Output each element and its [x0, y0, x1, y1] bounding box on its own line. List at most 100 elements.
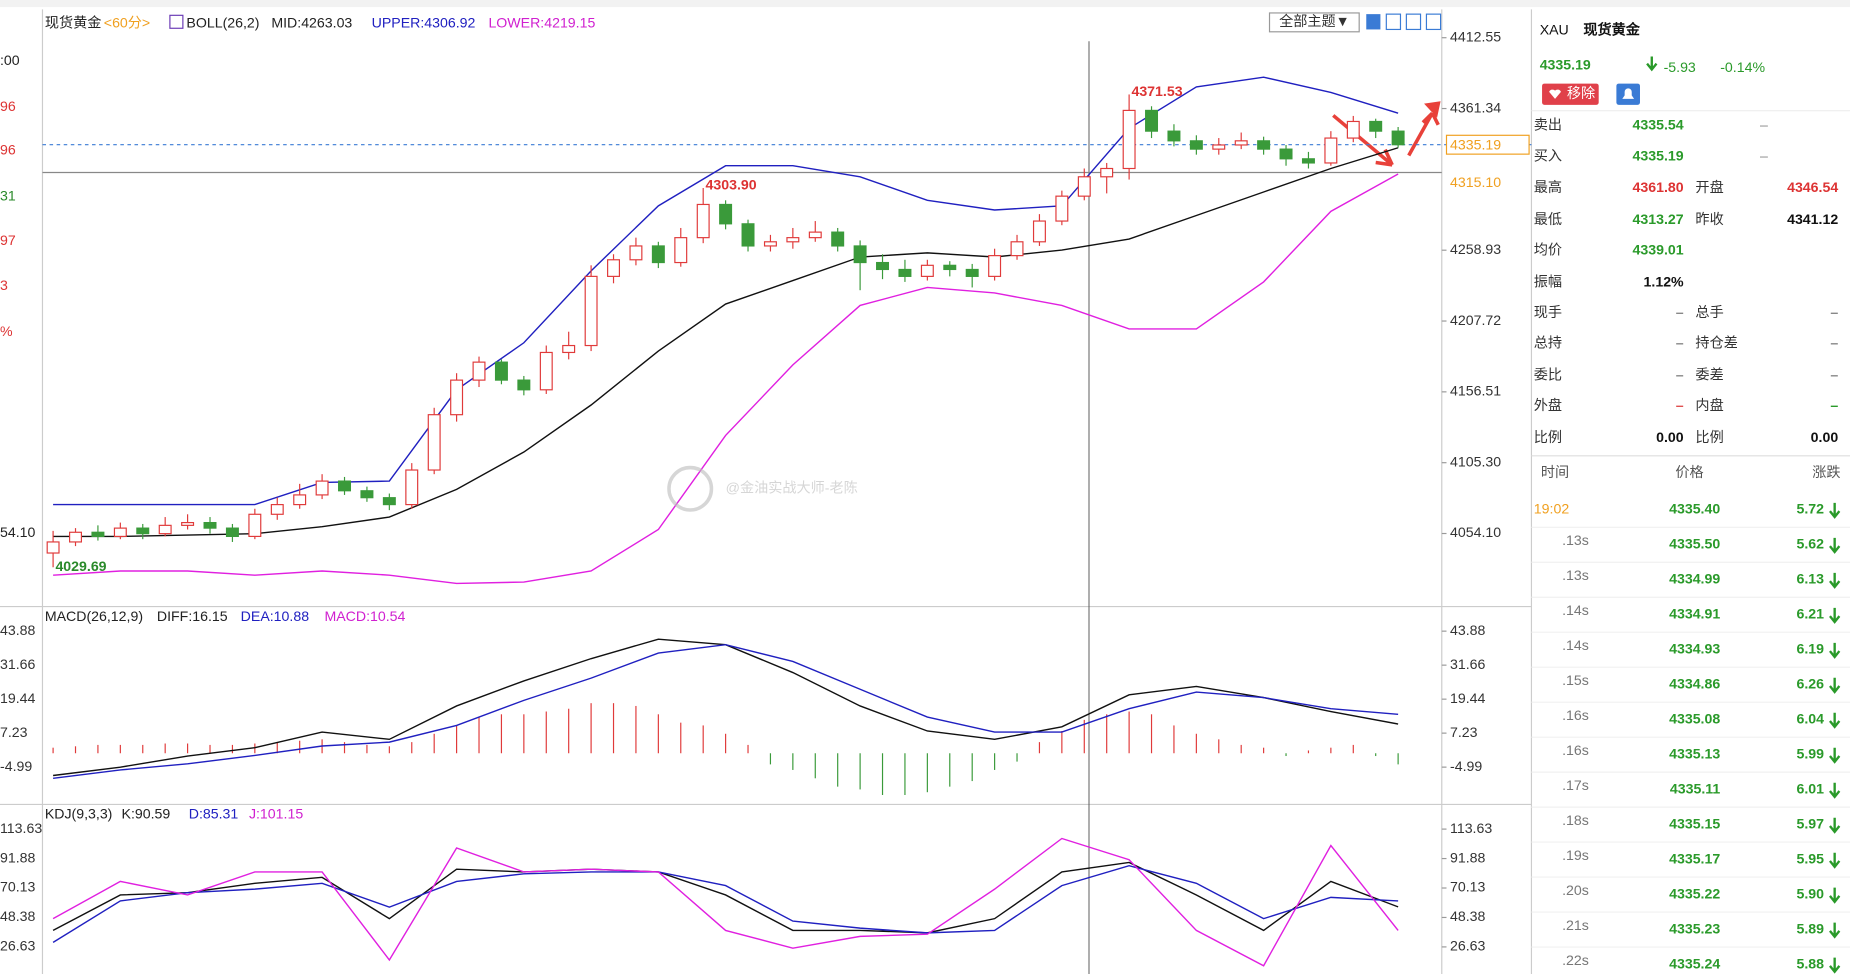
candle-body: [1234, 140, 1248, 146]
candle-body: [1055, 195, 1069, 222]
row-label: 买入: [1534, 147, 1562, 163]
edge-label: %: [0, 323, 13, 339]
top-toolbar: [0, 0, 1850, 8]
candle-body: [629, 245, 643, 261]
macd-dea: DEA:10.88: [241, 608, 310, 624]
row-value: –: [1676, 335, 1684, 351]
trade-price: 4334.93: [1669, 641, 1720, 657]
row-label: 比例: [1534, 429, 1562, 445]
icon[interactable]: [1425, 13, 1442, 31]
candle-body: [1122, 109, 1136, 170]
trade-time: .21s: [1562, 917, 1589, 933]
candle-body: [943, 264, 957, 271]
candle-body: [562, 344, 576, 354]
row-value: 4313.27: [1633, 211, 1684, 227]
row-label: 最高: [1534, 179, 1562, 195]
bell-icon: [1622, 88, 1635, 99]
quote-symbol: XAU: [1540, 21, 1569, 37]
boll-upper-line: [53, 76, 1399, 506]
trade-price: 4335.13: [1669, 746, 1720, 762]
trade-arrow: [1829, 642, 1841, 659]
trade-change: 5.89: [1797, 920, 1825, 936]
trade-change: 5.90: [1797, 885, 1825, 901]
y-tick-label: 48.38: [1450, 908, 1486, 924]
trade-change: 6.19: [1797, 641, 1825, 657]
y-tick-label: -4.99: [1450, 758, 1482, 774]
trade-arrow: [1829, 537, 1841, 554]
candle-body: [293, 494, 307, 506]
candle-body: [1189, 140, 1203, 150]
candle-body: [1369, 120, 1383, 132]
d-line: [52, 864, 1399, 943]
left-tick-label: 91.88: [0, 849, 36, 865]
watermark: @金油实战大师-老陈: [726, 480, 858, 496]
candle-body: [651, 245, 665, 264]
y-tick-label: 4054.10: [1450, 524, 1501, 540]
trade-price: 4335.23: [1669, 920, 1720, 936]
kdj-title: KDJ(9,3,3): [45, 806, 113, 822]
row-value: 4335.54: [1633, 117, 1684, 133]
y-tick-label: 4156.51: [1450, 383, 1501, 399]
macd-value: MACD:10.54: [324, 608, 405, 624]
trade-price: 4335.40: [1669, 501, 1720, 517]
candle-body: [1212, 144, 1226, 150]
heart-icon: [1549, 89, 1561, 99]
edge-label: 96: [0, 98, 16, 114]
candle-body: [1279, 148, 1293, 160]
candle-body: [920, 264, 934, 277]
trade-time: .17s: [1562, 777, 1589, 793]
icon[interactable]: [1405, 13, 1422, 31]
remove-button[interactable]: [1542, 83, 1599, 105]
y-tick-label: 4361.34: [1450, 99, 1501, 115]
trade-arrow: [1829, 922, 1841, 939]
row-value: –: [1830, 397, 1838, 413]
candle-body: [113, 527, 127, 538]
trade-time: .15s: [1562, 672, 1589, 688]
y-tick-label: 91.88: [1450, 849, 1486, 865]
down-arrow: [1646, 56, 1658, 72]
theme-label[interactable]: 全部主题▼: [1279, 13, 1350, 29]
candle-body: [427, 414, 441, 471]
icon[interactable]: [1366, 14, 1381, 30]
y-tick-label: 4412.55: [1450, 28, 1501, 44]
row-value: –: [1830, 335, 1838, 351]
candle-body: [719, 203, 733, 225]
candle-body: [1145, 109, 1159, 132]
boll-mid: MID:4263.03: [271, 14, 352, 30]
boll-lower: LOWER:4219.15: [488, 14, 595, 30]
row-value: –: [1676, 397, 1684, 413]
y-tick-label: 113.63: [1450, 820, 1492, 836]
row-label: 均价: [1534, 242, 1562, 258]
boll-lower-line: [53, 173, 1399, 585]
candle-body: [517, 379, 531, 391]
candle-body: [338, 480, 352, 492]
y-tick-label: 70.13: [1450, 879, 1486, 895]
candle-body: [225, 527, 239, 538]
trade-price: 4335.11: [1670, 781, 1720, 797]
edge-label: 97: [0, 232, 16, 248]
candle-body: [1301, 158, 1315, 164]
left-tick-label: -4.99: [0, 758, 32, 774]
row-value: –: [1760, 147, 1768, 163]
theme-button[interactable]: [1268, 12, 1360, 33]
trade-change: 6.04: [1797, 711, 1825, 727]
candle-body: [69, 531, 82, 543]
k-line: [52, 861, 1399, 934]
trade-time: .19s: [1562, 847, 1589, 863]
trade-change: 6.21: [1797, 606, 1825, 622]
y-tick-label: 43.88: [1450, 622, 1486, 638]
trade-time: 19:02: [1534, 501, 1570, 517]
trade-time: .14s: [1562, 637, 1589, 653]
remove-label[interactable]: 移除: [1567, 85, 1595, 101]
toolbar-icons[interactable]: [1366, 13, 1442, 31]
y-tick-label: 19.44: [1450, 690, 1486, 706]
trade-arrow: [1829, 957, 1841, 974]
arrow-down: [1332, 114, 1394, 167]
candle-body: [607, 259, 621, 277]
kdj-j: J:101.15: [249, 806, 303, 822]
row-value: 4341.12: [1787, 211, 1838, 227]
trade-change: 5.95: [1797, 851, 1825, 867]
y-tick-label: 4105.30: [1450, 453, 1501, 469]
trade-arrow: [1829, 782, 1841, 799]
icon[interactable]: [1385, 13, 1402, 31]
